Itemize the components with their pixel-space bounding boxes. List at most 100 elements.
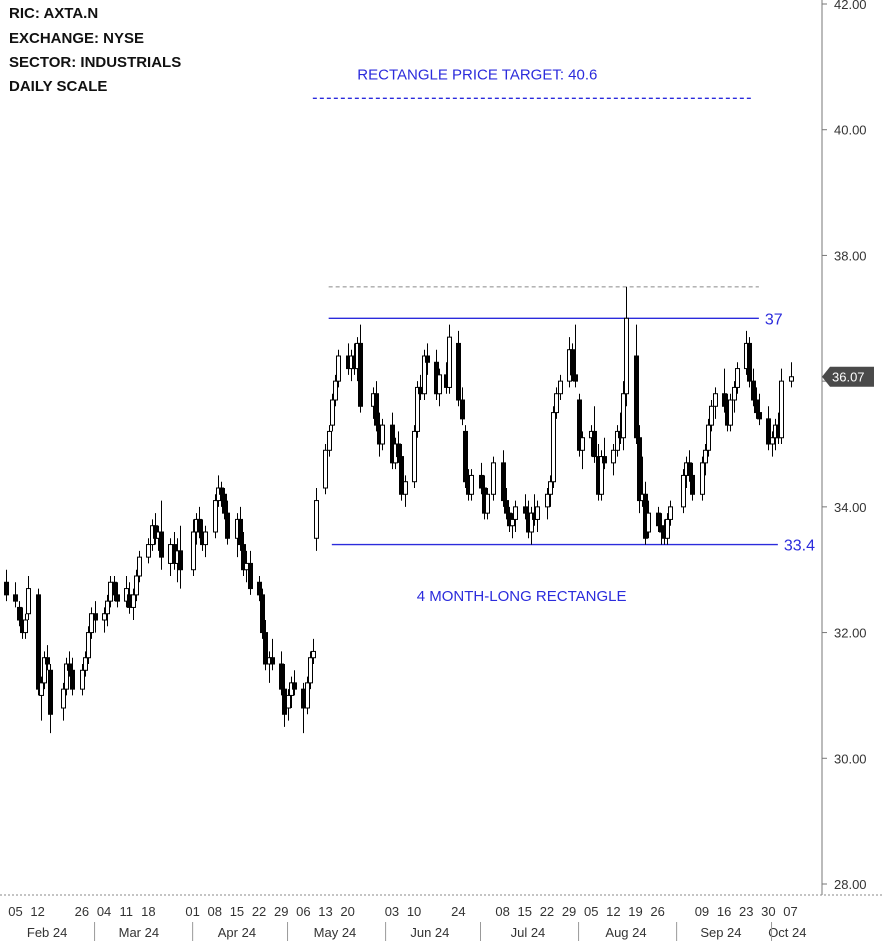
x-day-label: 22 — [252, 904, 266, 919]
candle — [510, 513, 515, 539]
last-price-label: 36.07 — [832, 370, 865, 385]
candle-body — [279, 663, 284, 690]
candle-body — [447, 336, 452, 388]
y-tick-label: 34.00 — [834, 500, 867, 515]
candle-body — [501, 462, 506, 502]
x-day-label: 05 — [584, 904, 598, 919]
candle — [485, 488, 490, 520]
x-month-label: May 24 — [314, 925, 357, 940]
candle-body — [634, 355, 639, 439]
candlesticks — [4, 286, 794, 734]
candle — [301, 682, 306, 734]
candle — [89, 607, 94, 639]
y-tick-label: 38.00 — [834, 248, 867, 263]
candle-body — [757, 412, 762, 420]
candle-body — [529, 512, 534, 533]
candle — [548, 475, 553, 507]
candle — [131, 588, 136, 620]
candle-body — [282, 688, 287, 715]
candle-body — [102, 613, 107, 621]
candle — [39, 676, 44, 721]
candle — [789, 362, 794, 388]
candle-body — [728, 399, 733, 426]
level-lines: 37 33.4 — [312, 97, 815, 555]
candle-body — [70, 669, 75, 690]
candle-body — [412, 430, 417, 483]
x-day-label: 26 — [75, 904, 89, 919]
x-day-label: 15 — [230, 904, 244, 919]
x-day-label: 11 — [119, 904, 133, 919]
candle — [728, 393, 733, 432]
candle — [197, 506, 202, 539]
y-tick-label: 40.00 — [834, 123, 867, 138]
candle-body — [706, 424, 711, 451]
candle — [713, 387, 718, 419]
candle — [241, 532, 246, 576]
candle-body — [510, 518, 515, 527]
candle-body — [523, 506, 528, 514]
candle-body — [709, 405, 714, 426]
candle-body — [80, 669, 85, 690]
candle — [323, 444, 328, 495]
candle-body — [460, 399, 465, 420]
exchange-label: EXCHANGE: NYSE — [9, 30, 145, 47]
x-month-label: Mar 24 — [119, 925, 159, 940]
candle-body — [257, 581, 262, 596]
candle-body — [89, 613, 94, 634]
candle — [314, 488, 319, 551]
candle — [491, 456, 496, 501]
x-month-label: Apr 24 — [218, 925, 256, 940]
candle — [513, 500, 518, 532]
candle — [722, 368, 727, 413]
candle-body — [327, 430, 332, 451]
candle — [61, 682, 66, 721]
candle-body — [311, 650, 316, 659]
x-day-label: 08 — [208, 904, 222, 919]
candle-body — [611, 449, 616, 464]
candle — [146, 538, 151, 564]
candle-body — [17, 606, 22, 621]
candle — [330, 393, 335, 432]
candle-body — [263, 632, 268, 665]
candle — [213, 494, 218, 539]
candle — [86, 626, 91, 664]
candle-body — [93, 613, 98, 621]
candle-body — [687, 462, 692, 476]
candle — [646, 500, 651, 539]
candle-body — [61, 688, 66, 709]
candle — [624, 286, 629, 407]
x-month-label: Jun 24 — [410, 925, 449, 940]
candle-body — [36, 594, 41, 690]
candle — [396, 431, 401, 463]
candle-body — [323, 449, 328, 489]
candle — [665, 513, 670, 545]
candle-body — [238, 518, 243, 546]
candle-body — [425, 355, 430, 363]
candle-body — [747, 342, 752, 382]
candle — [747, 337, 752, 388]
y-tick-label: 28.00 — [834, 877, 867, 892]
candle — [687, 450, 692, 482]
annotations: RECTANGLE PRICE TARGET: 40.6 4 MONTH-LONG… — [357, 66, 626, 605]
level-label: 37 — [765, 311, 783, 328]
candle — [456, 330, 461, 407]
candle-body — [637, 437, 642, 502]
candle-body — [770, 437, 775, 445]
candle — [263, 620, 268, 671]
candle-body — [108, 581, 113, 602]
candle — [637, 425, 642, 514]
candle — [554, 387, 559, 419]
candle — [159, 500, 164, 570]
candle — [13, 582, 18, 608]
candle — [523, 494, 528, 520]
candle-body — [700, 462, 705, 495]
candle-body — [301, 688, 306, 709]
candle — [690, 462, 695, 501]
candle — [105, 594, 110, 627]
candle-body — [127, 594, 132, 608]
candle — [80, 664, 85, 696]
candle-body — [463, 430, 468, 483]
y-tick-label: 42.00 — [834, 0, 867, 12]
candle-body — [146, 544, 151, 558]
